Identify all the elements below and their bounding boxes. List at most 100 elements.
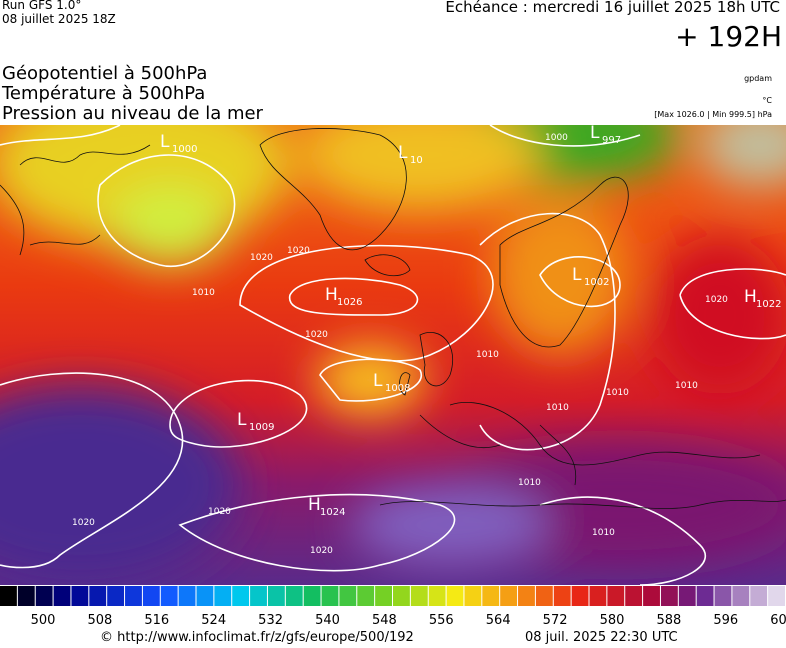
isobar-label: 1020 [310, 546, 333, 556]
legend-tick: 548 [372, 613, 397, 628]
temperature-field [0, 125, 786, 585]
pressure-value: 1002 [584, 277, 609, 288]
isobar-label: 1020 [287, 246, 310, 256]
pressure-letter: L [373, 371, 383, 391]
color-swatch [696, 586, 714, 606]
coastlines [0, 128, 786, 509]
color-swatch [678, 586, 696, 606]
color-swatch [178, 586, 196, 606]
legend-tick: 508 [87, 613, 112, 628]
isobars [0, 125, 786, 585]
pressure-letter: L [160, 132, 170, 152]
color-swatch [71, 586, 89, 606]
color-swatch [732, 586, 750, 606]
color-swatch [643, 586, 660, 606]
run: Run GFS 1.0° [2, 0, 82, 12]
pressure-value: 1024 [320, 507, 345, 518]
pressure-value: 10 [410, 155, 423, 166]
unit: °C [762, 96, 772, 105]
color-swatch [357, 586, 375, 606]
color-swatch [250, 586, 267, 606]
pressure-value: 997 [602, 135, 621, 146]
legend-tick: 596 [713, 613, 738, 628]
color-swatch [35, 586, 53, 606]
isobar-label: 1020 [305, 330, 328, 340]
color-swatch [107, 586, 125, 606]
footer-url: © http://www.infoclimat.fr/z/gfs/europe/… [100, 630, 414, 645]
isobar-label: 1010 [518, 478, 541, 488]
pressure-letter: H [325, 285, 338, 305]
color-swatch [500, 586, 518, 606]
color-swatch [0, 586, 17, 606]
color-swatch [17, 586, 35, 606]
legend-tick: 588 [656, 613, 681, 628]
title: Géopotentiel à 500hPa [2, 63, 208, 84]
isobar-label: 1010 [675, 381, 698, 391]
pressure-value: 1009 [249, 422, 274, 433]
color-swatch [160, 586, 178, 606]
unit: [Max 1026.0 | Min 999.5] hPa [654, 110, 772, 119]
footer-date: 08 juil. 2025 22:30 UTC [525, 630, 678, 645]
isobar-label: 1010 [476, 350, 499, 360]
color-swatch [393, 586, 410, 606]
legend-tick: 540 [315, 613, 340, 628]
color-swatch [196, 586, 214, 606]
pressure-letter: H [744, 287, 757, 307]
legend-tick: 516 [144, 613, 169, 628]
pressure-value: 1026 [337, 297, 362, 308]
color-swatch [553, 586, 571, 606]
pressure-letter: L [237, 410, 247, 430]
color-swatch [518, 586, 535, 606]
legend-tick: 556 [429, 613, 454, 628]
legend-tick: 604 [770, 613, 786, 628]
legend-tick: 572 [543, 613, 568, 628]
color-swatch [303, 586, 321, 606]
title: Température à 500hPa [2, 83, 206, 104]
pressure-letter: L [590, 125, 600, 143]
isobar-label: 1020 [250, 253, 273, 263]
color-swatch [53, 586, 71, 606]
lead-time: + 192H [675, 20, 782, 53]
unit: gpdam [744, 74, 772, 83]
pressure-value: 1022 [756, 299, 781, 310]
color-swatch [267, 586, 285, 606]
run-date: 08 juillet 2025 18Z [2, 12, 116, 26]
color-swatch [660, 586, 678, 606]
color-swatch [482, 586, 500, 606]
color-swatch [375, 586, 392, 606]
color-swatch [750, 586, 768, 606]
pressure-letter: L [398, 143, 408, 163]
color-swatch [535, 586, 553, 606]
title: Pression au niveau de la mer [2, 103, 263, 124]
isobar-label: 1020 [72, 518, 95, 528]
pressure-value: 1008 [385, 383, 410, 394]
color-swatch [768, 586, 785, 606]
isobar-label: 1000 [545, 133, 568, 143]
legend-tick: 580 [600, 613, 625, 628]
color-swatch [410, 586, 428, 606]
isobar-label: 1020 [208, 507, 231, 517]
isobar-label: 1010 [592, 528, 615, 538]
valid-time: Echéance : mercredi 16 juillet 2025 18h … [445, 0, 780, 16]
color-swatch [428, 586, 446, 606]
color-swatch [142, 586, 160, 606]
color-swatch [214, 586, 232, 606]
color-swatch [232, 586, 250, 606]
legend-tick: 524 [201, 613, 226, 628]
legend-tick: 564 [486, 613, 511, 628]
color-swatch [339, 586, 357, 606]
isobar-label: 1020 [705, 295, 728, 305]
color-swatch [464, 586, 482, 606]
color-swatch [125, 586, 142, 606]
color-swatch [446, 586, 464, 606]
color-swatch [714, 586, 732, 606]
color-swatch [321, 586, 339, 606]
color-swatch [625, 586, 643, 606]
color-swatch [285, 586, 303, 606]
isobar-label: 1010 [192, 288, 215, 298]
legend: 500 508 516 524 532 540 548 556 564 572 580 588 596 6… [0, 586, 786, 628]
isobar-label: 1010 [546, 403, 569, 413]
color-swatch [571, 586, 589, 606]
